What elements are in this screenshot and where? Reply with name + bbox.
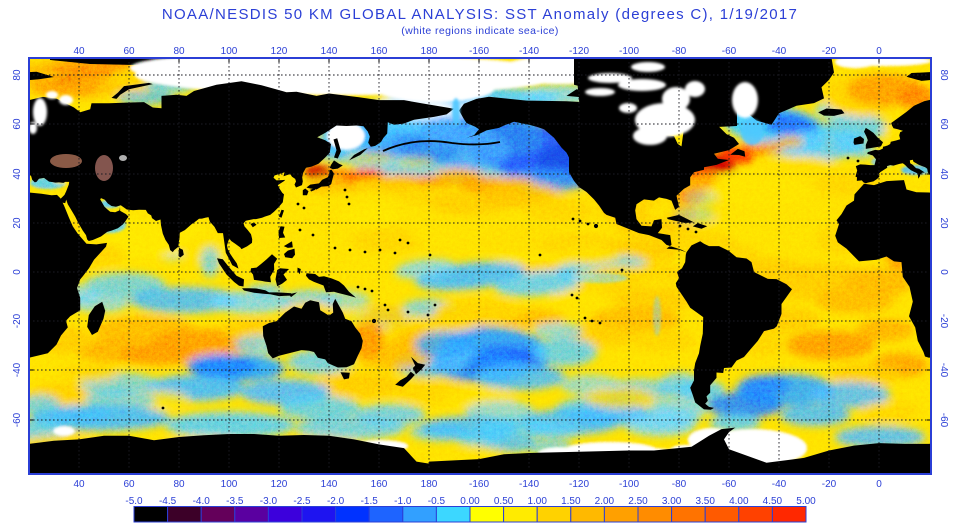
svg-text:80: 80: [938, 69, 949, 81]
svg-text:-2.0: -2.0: [327, 496, 345, 507]
svg-text:5.00: 5.00: [796, 496, 816, 507]
svg-text:-1.0: -1.0: [394, 496, 412, 507]
svg-text:1.00: 1.00: [527, 496, 547, 507]
svg-text:-80: -80: [672, 46, 687, 57]
svg-text:3.00: 3.00: [662, 496, 682, 507]
svg-text:2.50: 2.50: [628, 496, 648, 507]
svg-text:140: 140: [321, 479, 338, 490]
svg-text:0: 0: [876, 479, 882, 490]
svg-text:-160: -160: [469, 479, 489, 490]
svg-text:160: 160: [371, 479, 388, 490]
svg-text:-3.0: -3.0: [260, 496, 278, 507]
svg-text:0: 0: [876, 46, 882, 57]
svg-text:4.00: 4.00: [729, 496, 749, 507]
svg-text:-60: -60: [722, 479, 737, 490]
svg-text:-0.5: -0.5: [428, 496, 446, 507]
svg-text:-2.5: -2.5: [293, 496, 311, 507]
svg-text:0.00: 0.00: [460, 496, 480, 507]
svg-text:-140: -140: [519, 46, 539, 57]
svg-text:-140: -140: [519, 479, 539, 490]
svg-text:-120: -120: [569, 479, 589, 490]
svg-text:-40: -40: [12, 362, 23, 377]
svg-text:100: 100: [221, 46, 238, 57]
svg-text:-20: -20: [822, 46, 837, 57]
svg-text:-100: -100: [619, 46, 639, 57]
svg-text:100: 100: [221, 479, 238, 490]
svg-text:40: 40: [938, 168, 949, 180]
svg-text:-40: -40: [938, 363, 949, 378]
svg-text:-3.5: -3.5: [226, 496, 244, 507]
svg-text:-40: -40: [772, 46, 787, 57]
svg-text:80: 80: [173, 479, 185, 490]
svg-text:0: 0: [12, 269, 23, 275]
svg-text:80: 80: [173, 46, 185, 57]
svg-text:60: 60: [123, 46, 135, 57]
svg-text:120: 120: [271, 479, 288, 490]
svg-text:-20: -20: [938, 314, 949, 329]
svg-text:180: 180: [421, 479, 438, 490]
svg-text:-60: -60: [722, 46, 737, 57]
svg-text:-4.5: -4.5: [159, 496, 177, 507]
svg-text:160: 160: [371, 46, 388, 57]
svg-text:-160: -160: [469, 46, 489, 57]
svg-text:20: 20: [938, 217, 949, 229]
svg-text:-4.0: -4.0: [193, 496, 211, 507]
svg-text:-60: -60: [12, 412, 23, 427]
svg-text:80: 80: [12, 69, 23, 81]
svg-text:40: 40: [73, 479, 85, 490]
svg-text:-1.5: -1.5: [361, 496, 379, 507]
svg-text:4.50: 4.50: [763, 496, 783, 507]
svg-text:20: 20: [12, 217, 23, 229]
svg-text:-100: -100: [619, 479, 639, 490]
svg-text:180: 180: [421, 46, 438, 57]
svg-text:120: 120: [271, 46, 288, 57]
svg-text:2.00: 2.00: [595, 496, 615, 507]
svg-text:60: 60: [938, 118, 949, 130]
svg-text:-40: -40: [772, 479, 787, 490]
svg-text:60: 60: [12, 118, 23, 130]
svg-text:-60: -60: [938, 413, 949, 428]
svg-text:0: 0: [938, 269, 949, 275]
svg-text:40: 40: [73, 46, 85, 57]
svg-text:3.50: 3.50: [695, 496, 715, 507]
svg-text:-120: -120: [569, 46, 589, 57]
svg-text:40: 40: [12, 168, 23, 180]
svg-text:0.50: 0.50: [494, 496, 514, 507]
svg-text:1.50: 1.50: [561, 496, 581, 507]
svg-text:-20: -20: [12, 313, 23, 328]
svg-text:60: 60: [123, 479, 135, 490]
svg-text:-80: -80: [672, 479, 687, 490]
svg-text:140: 140: [321, 46, 338, 57]
svg-text:-20: -20: [822, 479, 837, 490]
svg-text:-5.0: -5.0: [125, 496, 143, 507]
